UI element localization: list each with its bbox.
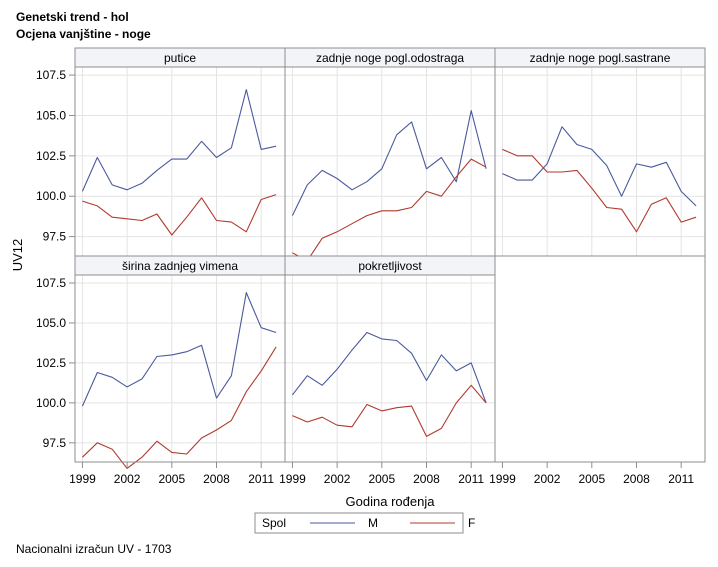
chart-title: Genetski trend - hol	[16, 10, 129, 24]
panel-frame	[284, 274, 496, 463]
panel-label: širina zadnjeg vimena	[122, 259, 238, 273]
legend: Spol M F	[254, 512, 475, 534]
panel-frame	[284, 66, 496, 257]
grid-layer	[75, 67, 705, 462]
x-tick-label: 2011	[248, 472, 274, 486]
y-tick-label: 102.5	[36, 356, 66, 370]
series-line-M	[81, 292, 277, 407]
x-tick-label: 2005	[368, 472, 395, 486]
axis-text-layer: putice zadnje noge pogl.odostraga zadnje n…	[10, 51, 694, 509]
series-line-F	[292, 158, 487, 262]
x-axis-label: Godina rođenja	[346, 494, 436, 509]
panel-label: zadnje noge pogl.odostraga	[316, 51, 464, 65]
x-tick-label: 1999	[69, 472, 96, 486]
y-tick-label: 105.0	[36, 108, 66, 122]
series-line-M	[81, 89, 277, 192]
series-line-F	[82, 194, 277, 236]
panel-frame	[74, 274, 286, 463]
x-tick-label: 2008	[203, 472, 230, 486]
legend-label-M: M	[368, 516, 378, 530]
x-tick-label: 2008	[623, 472, 650, 486]
series-line-F	[292, 384, 487, 437]
x-tick-label: 2005	[158, 472, 185, 486]
x-tick-label: 1999	[279, 472, 306, 486]
x-tick-label: 2005	[578, 472, 605, 486]
y-tick-label: 97.5	[43, 436, 67, 450]
x-tick-label: 2002	[534, 472, 561, 486]
x-tick-label: 2011	[668, 472, 694, 486]
x-tick-label: 2011	[458, 472, 484, 486]
frame-layer	[69, 47, 706, 468]
panel-label: putice	[164, 51, 196, 65]
chart-subtitle: Ocjena vanjštine - noge	[16, 27, 151, 41]
y-axis-label: UV12	[10, 239, 25, 272]
footnote: Nacionalni izračun UV - 1703	[16, 542, 172, 556]
y-tick-label: 107.5	[36, 68, 66, 82]
series-line-F	[502, 148, 697, 233]
x-tick-label: 2002	[114, 472, 141, 486]
y-tick-label: 102.5	[36, 149, 66, 163]
x-tick-label: 1999	[489, 472, 516, 486]
y-tick-label: 100.0	[36, 189, 66, 203]
y-tick-label: 105.0	[36, 316, 66, 330]
legend-label-F: F	[468, 516, 475, 530]
series-line-M	[502, 126, 697, 207]
x-tick-label: 2008	[413, 472, 440, 486]
series-layer	[81, 89, 697, 469]
panel-label: pokretljivost	[358, 259, 422, 273]
panel-frame	[494, 66, 706, 257]
panel-frame	[74, 66, 286, 257]
x-tick-label: 2002	[324, 472, 351, 486]
panel-label: zadnje noge pogl.sastrane	[530, 51, 671, 65]
legend-title: Spol	[262, 516, 286, 530]
y-tick-label: 97.5	[43, 230, 67, 244]
y-tick-label: 107.5	[36, 276, 66, 290]
legend-box	[254, 512, 464, 534]
empty-cell	[494, 255, 706, 463]
series-line-M	[291, 331, 487, 404]
y-tick-label: 100.0	[36, 396, 66, 410]
series-line-M	[291, 110, 487, 216]
series-line-F	[82, 346, 277, 469]
